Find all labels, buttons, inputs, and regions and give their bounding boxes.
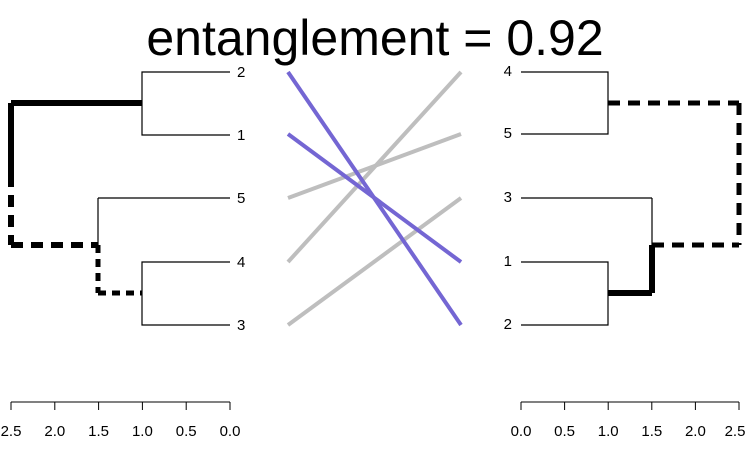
left-leaf-label: 4 — [237, 254, 245, 271]
right-leaf-labels: 4 5 3 1 2 — [504, 63, 512, 333]
left-leaf-label: 3 — [237, 317, 245, 334]
left-leaf-label: 1 — [237, 127, 245, 144]
left-axis-tick-label: 2.0 — [44, 423, 65, 440]
right-axis-tick-label: 2.0 — [685, 423, 706, 440]
left-axis-tick-label: 0.5 — [176, 423, 197, 440]
connection-line-3 — [286, 196, 463, 327]
left-axis-labels: 2.5 2.0 1.5 1.0 0.5 0.0 — [1, 423, 241, 440]
left-axis-tick-label: 2.5 — [1, 423, 22, 440]
connection-line-1 — [286, 132, 463, 264]
left-leaf-label: 2 — [237, 64, 245, 81]
right-leaf-label: 5 — [504, 125, 512, 142]
right-axis-tick-label: 1.0 — [598, 423, 619, 440]
right-axis-labels: 0.0 0.5 1.0 1.5 2.0 2.5 — [511, 423, 746, 440]
chart-title: entanglement = 0.92 — [146, 10, 603, 66]
right-axis-tick-label: 1.5 — [641, 423, 662, 440]
left-axis — [10, 401, 231, 410]
right-branch-4-5 — [521, 71, 609, 135]
right-leaf-label: 2 — [504, 316, 512, 333]
left-dendrogram: 2 1 5 4 3 2.5 2.0 1.5 1.0 0.5 0.0 — [1, 64, 246, 440]
left-branch-2-1 — [141, 71, 230, 136]
right-leaf-label: 3 — [504, 189, 512, 206]
connection-lines — [286, 70, 463, 327]
left-leaf-label: 5 — [237, 190, 245, 207]
left-branch-4-3 — [141, 261, 230, 326]
right-leaf-label: 4 — [504, 63, 512, 80]
right-leaf-label: 1 — [504, 253, 512, 270]
right-axis-tick-label: 0.0 — [511, 423, 532, 440]
right-branch-1-2 — [521, 261, 609, 326]
right-axis-tick-label: 2.5 — [725, 423, 746, 440]
left-branches — [8, 71, 230, 326]
right-axis — [520, 401, 740, 410]
left-axis-tick-label: 1.5 — [88, 423, 109, 440]
left-leaf-labels: 2 1 5 4 3 — [237, 64, 245, 334]
connection-line-4 — [286, 70, 463, 264]
left-axis-tick-label: 0.0 — [220, 423, 241, 440]
right-dendrogram: 4 5 3 1 2 0.0 0.5 1.0 1.5 2.0 2.5 — [504, 63, 746, 440]
right-branches — [521, 71, 742, 326]
right-axis-tick-label: 0.5 — [554, 423, 575, 440]
left-axis-tick-label: 1.0 — [132, 423, 153, 440]
